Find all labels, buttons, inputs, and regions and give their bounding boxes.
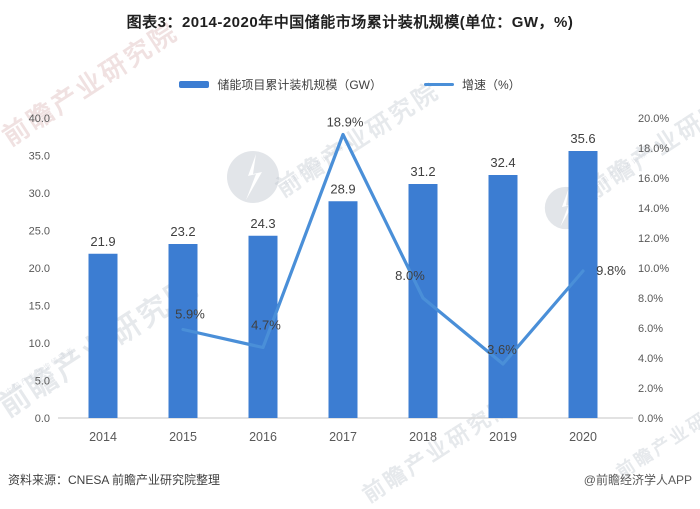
growth-line (181, 132, 585, 366)
bar-2014 (88, 253, 118, 418)
chart-title: 图表3：2014-2020年中国储能市场累计装机规模(单位：GW，%) (126, 14, 574, 31)
right-axis-tick: 10.0% (638, 263, 669, 275)
x-axis-label: 2019 (489, 430, 517, 444)
left-axis-tick: 25.0 (29, 226, 50, 238)
right-axis-tick: 6.0% (638, 323, 663, 335)
left-axis-tick: 30.0 (29, 188, 50, 200)
growth-value-label: 4.7% (251, 318, 281, 333)
bar-value-label: 32.4 (490, 155, 515, 170)
bar-value-label: 21.9 (90, 234, 115, 249)
x-axis-label: 2016 (249, 430, 277, 444)
left-axis-tick: 5.0 (35, 376, 50, 388)
source-attribution: 资料来源：CNESA 前瞻产业研究院整理 (8, 473, 221, 487)
chart-legend: 储能项目累计装机规模（GW） 增速（%） (0, 76, 700, 93)
left-axis-tick: 40.0 (29, 113, 50, 125)
growth-value-label: 18.9% (327, 115, 364, 130)
right-axis-tick: 2.0% (638, 383, 663, 395)
bar-value-label: 28.9 (330, 181, 355, 196)
bar-value-label: 24.3 (250, 216, 275, 231)
left-axis-tick: 20.0 (29, 263, 50, 275)
bar-value-label: 31.2 (410, 164, 435, 179)
bar-2016 (248, 235, 278, 418)
right-axis-tick: 20.0% (638, 113, 669, 125)
brand-attribution: @前瞻经济学人APP (583, 473, 692, 487)
x-axis-label: 2020 (569, 430, 597, 444)
right-axis-tick: 8.0% (638, 293, 663, 305)
legend-bar-label: 储能项目累计装机规模（GW） (217, 78, 382, 92)
right-axis-tick: 16.0% (638, 173, 669, 185)
left-axis-tick: 15.0 (29, 301, 50, 313)
right-axis-tick: 12.0% (638, 233, 669, 245)
growth-value-label: 9.8% (596, 263, 626, 278)
bar-2017 (328, 201, 358, 418)
right-axis-tick: 0.0% (638, 413, 663, 425)
left-axis-tick: 0.0 (35, 413, 50, 425)
bar-value-label: 23.2 (170, 224, 195, 239)
growth-value-label: 8.0% (395, 268, 425, 283)
legend-item-line: 增速（%） (424, 76, 521, 93)
x-axis-label: 2017 (329, 430, 357, 444)
x-axis-label: 2018 (409, 430, 437, 444)
legend-item-bar: 储能项目累计装机规模（GW） (179, 76, 382, 93)
right-axis-tick: 4.0% (638, 353, 663, 365)
legend-line-label: 增速（%） (462, 78, 521, 92)
x-axis-label: 2014 (89, 430, 117, 444)
left-axis-tick: 10.0 (29, 338, 50, 350)
right-axis-tick: 14.0% (638, 203, 669, 215)
bar-value-label: 35.6 (570, 131, 595, 146)
x-axis-label: 2015 (169, 430, 197, 444)
bar-2018 (408, 184, 438, 418)
bar-2019 (488, 175, 518, 418)
left-axis-tick: 35.0 (29, 151, 50, 163)
right-axis-tick: 18.0% (638, 143, 669, 155)
bar-series-swatch (179, 81, 210, 88)
line-series-swatch (424, 83, 454, 86)
growth-value-label: 5.9% (175, 307, 205, 322)
growth-value-label: 3.6% (487, 342, 517, 357)
